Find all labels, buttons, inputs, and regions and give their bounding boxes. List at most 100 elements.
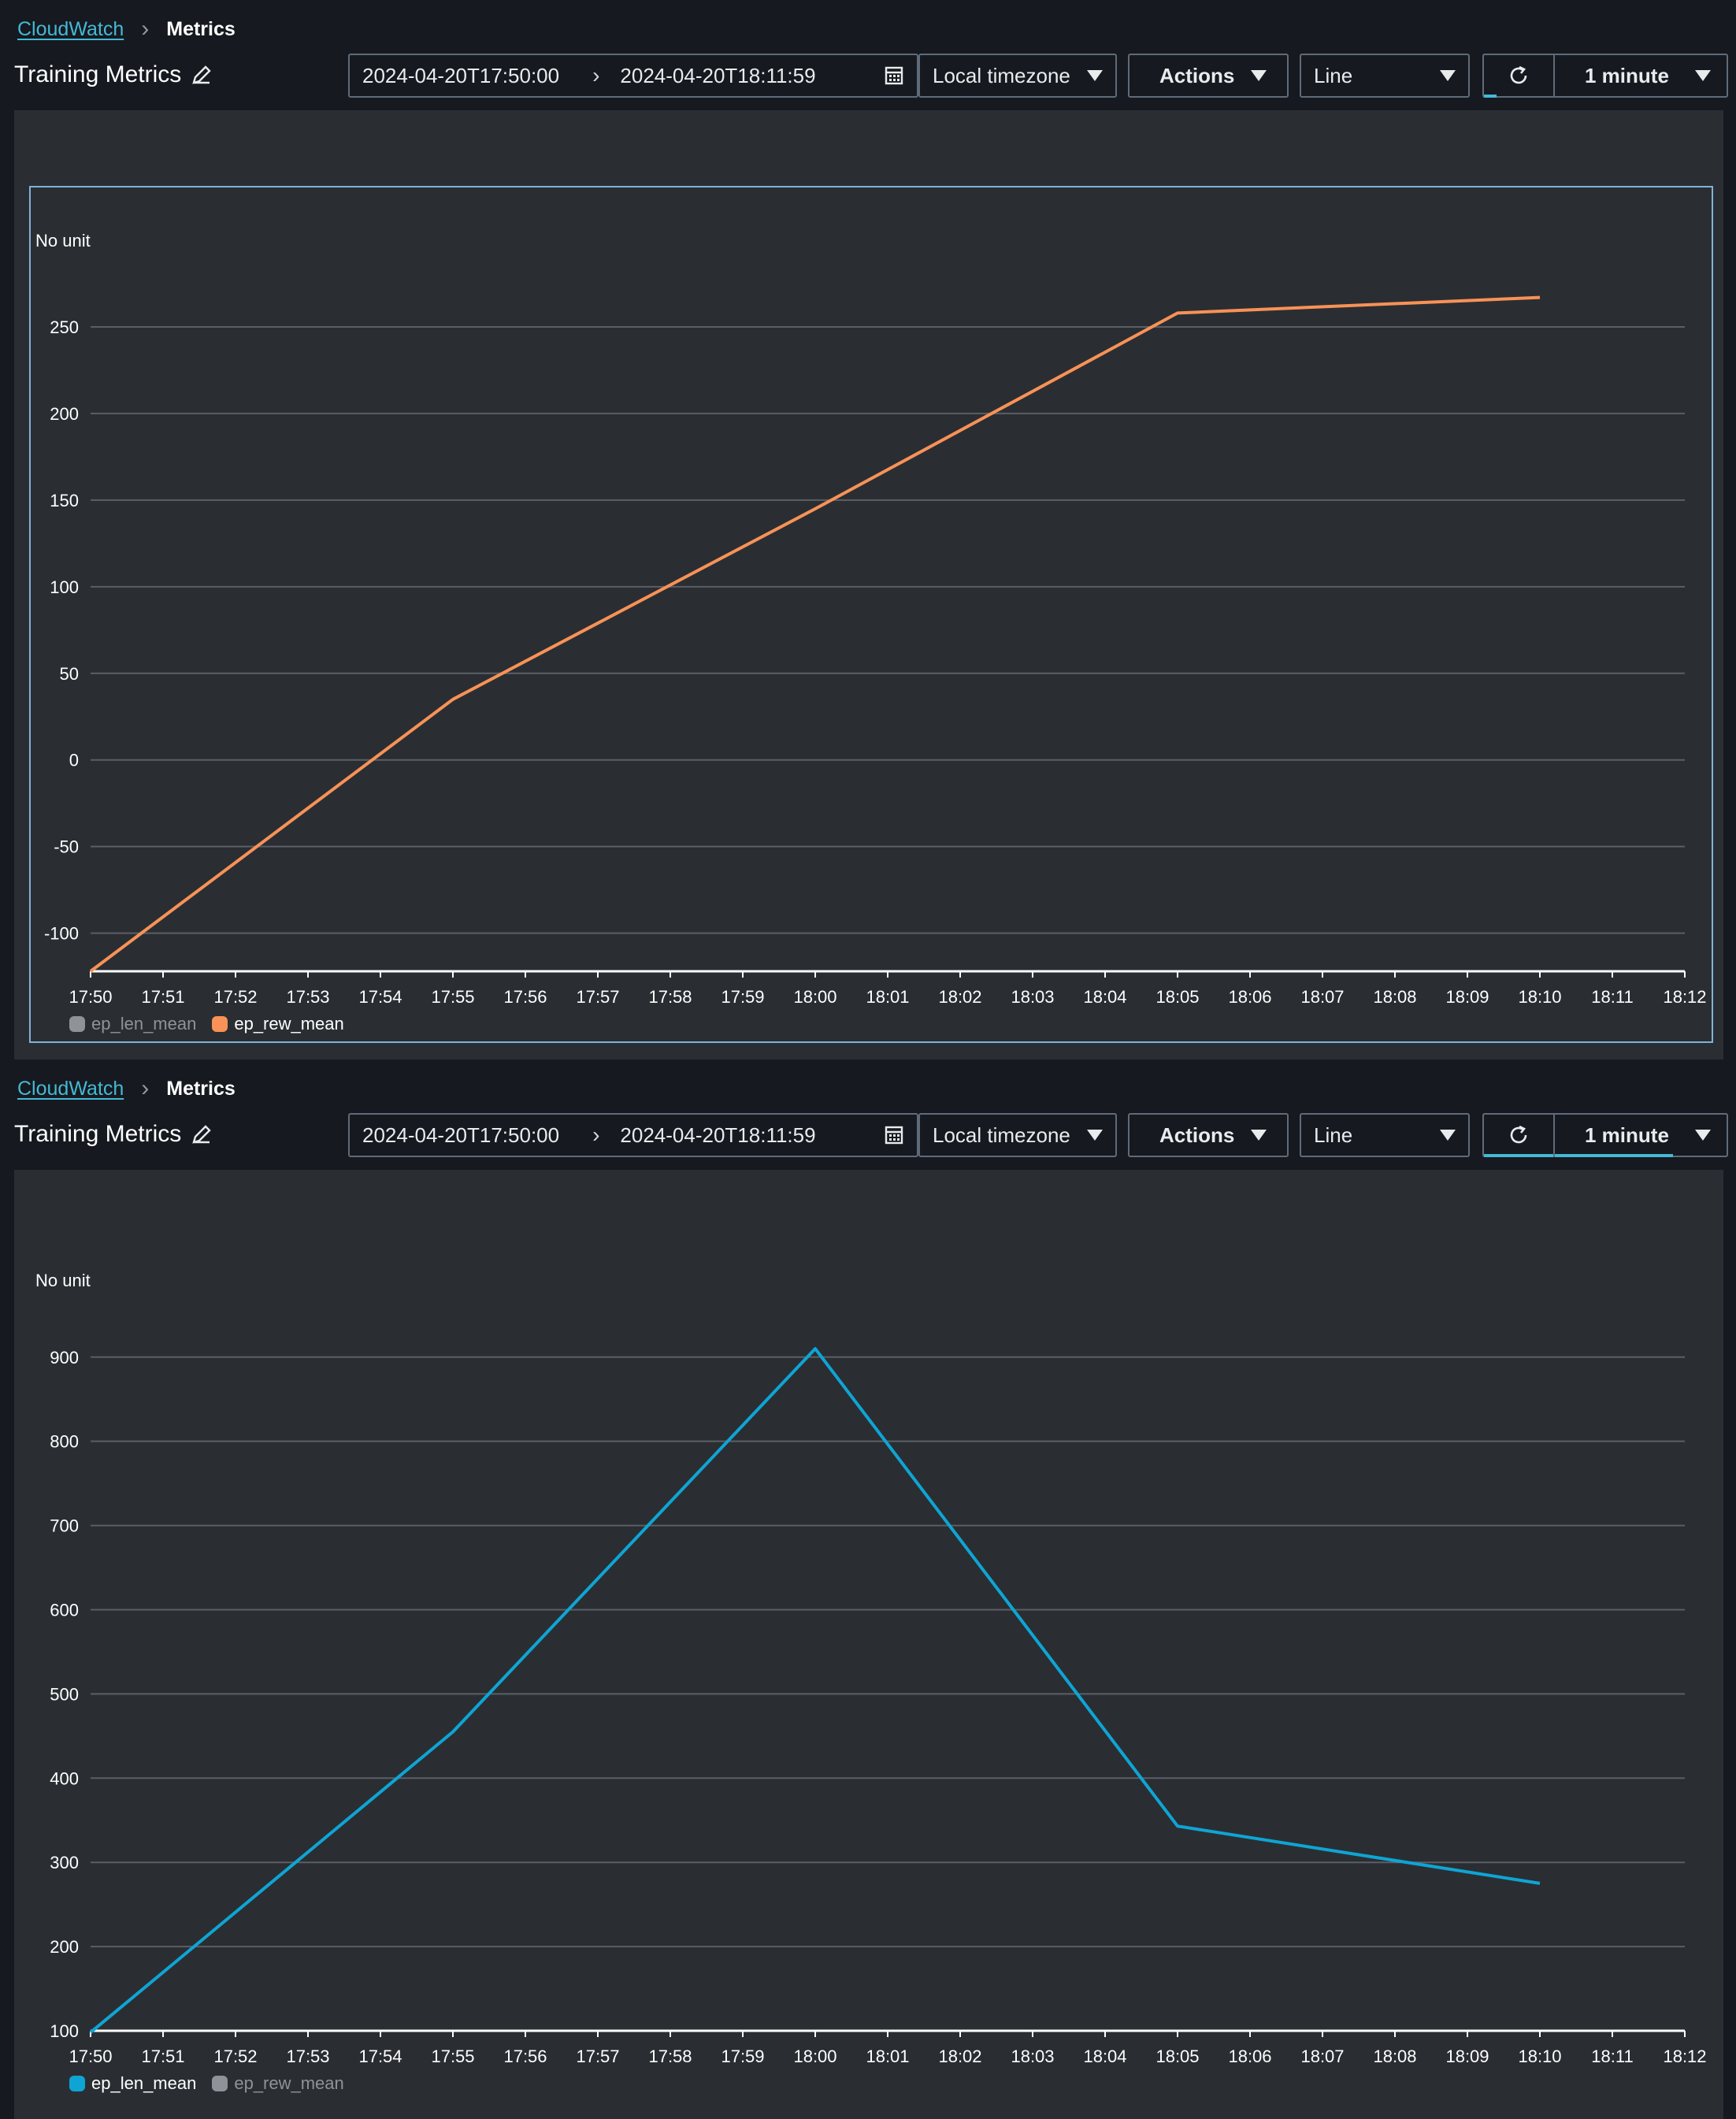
start-time: 2024-04-20T17:50:00 [362,1123,559,1148]
breadcrumb: CloudWatch › Metrics [17,1077,236,1100]
chart-type-dropdown[interactable]: Line [1300,1113,1470,1157]
x-tick-label: 18:07 [1300,2047,1344,2066]
refresh-button[interactable] [1482,54,1553,98]
caret-down-icon [1087,70,1103,81]
start-time: 2024-04-20T17:50:00 [362,64,559,88]
time-range-picker[interactable]: 2024-04-20T17:50:00 › 2024-04-20T18:11:5… [348,1113,918,1157]
metrics-panel-2: CloudWatch › Metrics Training Metrics 20… [0,1060,1736,2119]
chevron-right-icon: › [141,1077,149,1100]
breadcrumb-current: Metrics [166,18,236,41]
x-tick-label: 18:05 [1155,987,1199,1007]
x-tick-label: 18:10 [1518,987,1561,1007]
series-line-ep-rew-mean[interactable] [91,298,1540,971]
series-line-ep-len-mean[interactable] [91,1349,1540,2032]
legend-label: ep_rew_mean [234,2073,343,2094]
breadcrumb-cloudwatch-link[interactable]: CloudWatch [17,18,124,41]
x-tick-label: 17:54 [358,987,402,1007]
y-tick-label: 900 [50,1348,79,1368]
y-tick-label: 100 [50,2021,79,2041]
period-label: 1 minute [1585,64,1669,88]
legend-item-ep-rew-mean[interactable]: ep_rew_mean [212,1014,343,1034]
refresh-progress [1484,95,1497,98]
legend-label: ep_rew_mean [234,1014,343,1034]
x-tick-label: 18:07 [1300,987,1344,1007]
calendar-icon[interactable] [884,65,904,86]
caret-down-icon [1251,70,1267,81]
legend-item-ep-rew-mean[interactable]: ep_rew_mean [212,2073,343,2094]
x-tick-label: 18:01 [866,2047,909,2066]
edit-icon[interactable] [191,1123,213,1145]
breadcrumb-cloudwatch-link[interactable]: CloudWatch [17,1078,124,1100]
timezone-dropdown[interactable]: Local timezone [918,54,1117,98]
x-tick-label: 17:52 [213,2047,257,2066]
x-tick-label: 18:03 [1011,987,1054,1007]
graph-toolbar: Training Metrics 2024-04-20T17:50:00 › 2… [0,54,1736,101]
chevron-right-icon: › [592,1123,599,1148]
caret-down-icon [1251,1130,1267,1141]
chart-area: No unit -100 -50 0 50 100 150 200 250 17:50 17:51 1… [14,110,1723,1060]
x-tick-label: 17:52 [213,987,257,1007]
chart-type-dropdown[interactable]: Line [1300,54,1470,98]
metrics-panel-1: CloudWatch › Metrics Training Metrics 20… [0,0,1736,1060]
refresh-button[interactable] [1482,1113,1553,1157]
caret-down-icon [1440,1130,1456,1141]
actions-label: Actions [1159,64,1234,88]
y-tick-label: 400 [50,1768,79,1788]
y-tick-label: -50 [54,837,79,857]
y-tick-label: 150 [50,491,79,510]
x-tick-label: 17:56 [503,987,547,1007]
x-tick-label: 17:51 [141,2047,184,2066]
x-tick-label: 17:59 [721,987,764,1007]
time-range-picker[interactable]: 2024-04-20T17:50:00 › 2024-04-20T18:11:5… [348,54,918,98]
breadcrumb-current: Metrics [166,1078,236,1100]
x-tick-label: 17:57 [576,2047,619,2066]
line-chart[interactable]: No unit -100 -50 0 50 100 150 200 250 17:50 17:51 1… [14,110,1723,1060]
x-tick-label: 18:02 [938,987,981,1007]
refresh-period-dropdown[interactable]: 1 minute [1553,54,1728,98]
calendar-icon[interactable] [884,1125,904,1145]
y-tick-label: -100 [44,924,79,944]
x-tick-label: 18:08 [1373,2047,1416,2066]
refresh-icon [1507,1123,1530,1147]
timezone-label: Local timezone [933,1123,1070,1148]
end-time: 2024-04-20T18:11:59 [620,1123,815,1148]
y-tick-label: 600 [50,1600,79,1620]
line-chart[interactable]: No unit 100 200 300 400 500 600 700 800 900 17:50 1… [14,1170,1723,2119]
legend-swatch [212,1016,228,1032]
y-tick-label: 0 [69,751,79,770]
page-title: Training Metrics [14,61,213,88]
x-tick-label: 17:55 [431,2047,474,2066]
x-tick-label: 18:04 [1083,987,1126,1007]
chart-type-label: Line [1314,1123,1352,1148]
x-tick-label: 18:12 [1663,2047,1706,2066]
refresh-period-dropdown[interactable]: 1 minute [1553,1113,1728,1157]
end-time: 2024-04-20T18:11:59 [620,64,815,88]
x-tick-label: 17:58 [648,2047,692,2066]
page-title-text: Training Metrics [14,1121,181,1148]
y-tick-label: 800 [50,1432,79,1452]
x-tick-label: 18:08 [1373,987,1416,1007]
x-tick-label: 18:12 [1663,987,1706,1007]
chevron-right-icon: › [592,63,599,88]
page-title-text: Training Metrics [14,61,181,88]
x-tick-label: 18:05 [1155,2047,1199,2066]
refresh-progress [1484,1154,1553,1157]
x-tick-label: 18:11 [1591,987,1633,1007]
legend-item-ep-len-mean[interactable]: ep_len_mean [69,1014,196,1034]
y-tick-label: 250 [50,317,79,337]
actions-dropdown[interactable]: Actions [1128,1113,1289,1157]
actions-dropdown[interactable]: Actions [1128,54,1289,98]
x-tick-label: 18:09 [1445,987,1489,1007]
x-tick-label: 18:06 [1228,2047,1271,2066]
y-tick-label: 100 [50,577,79,597]
x-tick-label: 18:04 [1083,2047,1126,2066]
legend-item-ep-len-mean[interactable]: ep_len_mean [69,2073,196,2094]
timezone-dropdown[interactable]: Local timezone [918,1113,1117,1157]
x-tick-label: 18:00 [793,987,836,1007]
chart-type-label: Line [1314,64,1352,88]
chart-legend: ep_len_mean ep_rew_mean [69,2073,360,2094]
x-tick-label: 18:11 [1591,2047,1633,2066]
y-tick-label: 500 [50,1684,79,1704]
y-tick-label: 200 [50,404,79,424]
edit-icon[interactable] [191,64,213,86]
